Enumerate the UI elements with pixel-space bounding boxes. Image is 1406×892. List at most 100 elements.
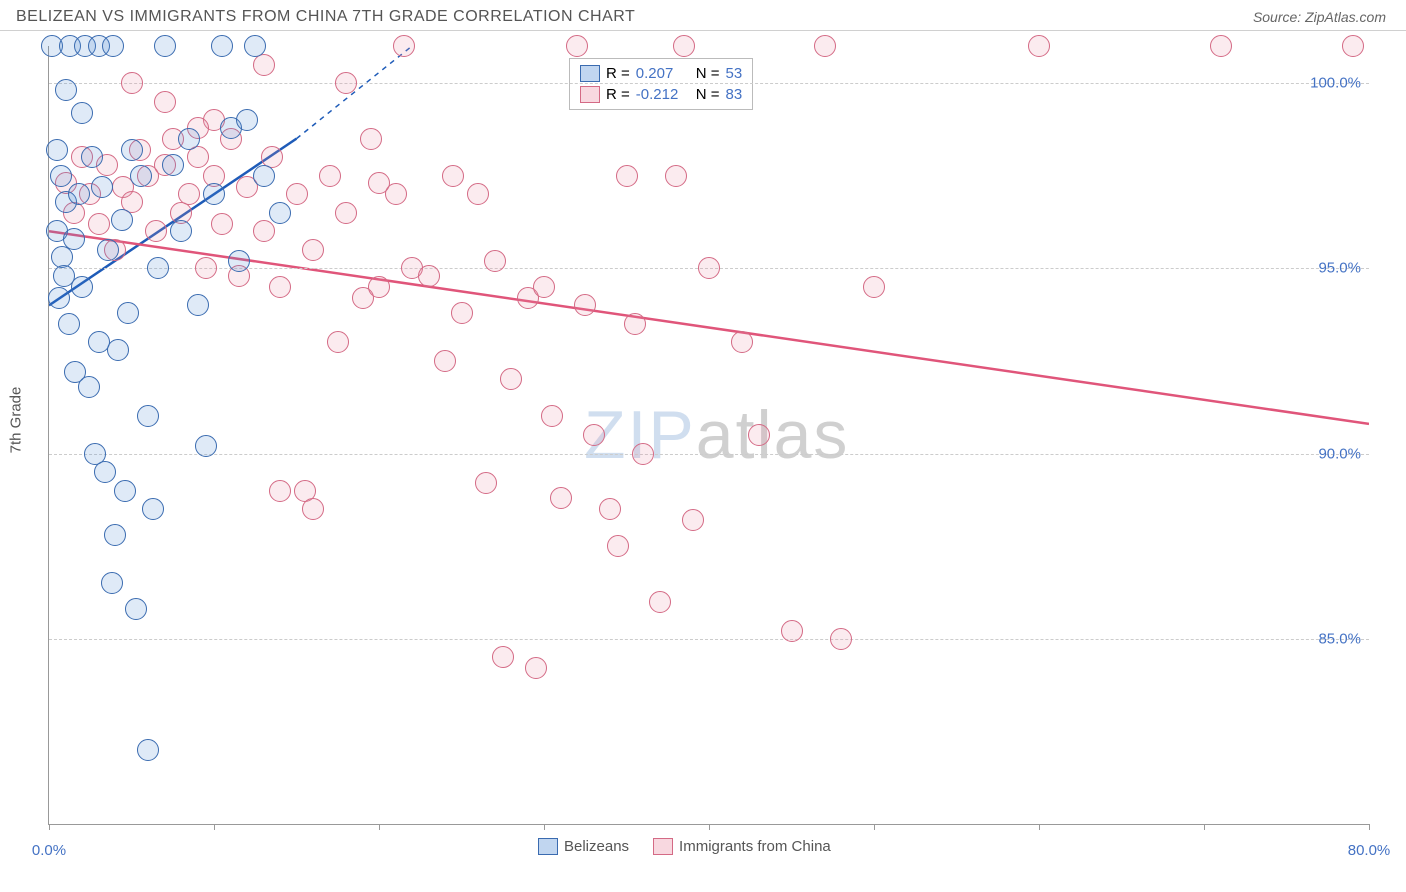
regression-lines: [49, 46, 1369, 824]
source-label: Source: ZipAtlas.com: [1253, 9, 1386, 25]
data-point: [467, 183, 489, 205]
data-point: [682, 509, 704, 531]
data-point: [475, 472, 497, 494]
r-label: R =: [606, 65, 630, 82]
legend-label-china: Immigrants from China: [679, 838, 831, 855]
r-label: R =: [606, 86, 630, 103]
data-point: [269, 276, 291, 298]
data-point: [211, 213, 233, 235]
scatter-plot: ZIPatlas R = 0.207 N = 53 R = -0.212 N =…: [48, 46, 1369, 825]
r-value-belizeans: 0.207: [636, 65, 690, 82]
data-point: [71, 276, 93, 298]
data-point: [71, 102, 93, 124]
x-tick-label: 0.0%: [32, 842, 66, 859]
data-point: [393, 35, 415, 57]
series-legend: Belizeans Immigrants from China: [538, 838, 831, 855]
data-point: [114, 480, 136, 502]
data-point: [48, 287, 70, 309]
data-point: [253, 220, 275, 242]
data-point: [368, 172, 390, 194]
data-point: [583, 424, 605, 446]
data-point: [649, 591, 671, 613]
data-point: [203, 183, 225, 205]
swatch-china-icon: [580, 86, 600, 103]
data-point: [137, 405, 159, 427]
data-point: [117, 302, 139, 324]
data-point: [130, 165, 152, 187]
data-point: [88, 213, 110, 235]
data-point: [360, 128, 382, 150]
r-value-china: -0.212: [636, 86, 690, 103]
data-point: [418, 265, 440, 287]
y-tick-label: 95.0%: [1318, 260, 1361, 277]
data-point: [442, 165, 464, 187]
data-point: [673, 35, 695, 57]
data-point: [50, 165, 72, 187]
data-point: [147, 257, 169, 279]
data-point: [253, 165, 275, 187]
data-point: [121, 72, 143, 94]
data-point: [170, 220, 192, 242]
legend-label-belizeans: Belizeans: [564, 838, 629, 855]
data-point: [1342, 35, 1364, 57]
data-point: [781, 620, 803, 642]
data-point: [125, 598, 147, 620]
n-label: N =: [696, 86, 720, 103]
data-point: [698, 257, 720, 279]
data-point: [107, 339, 129, 361]
data-point: [178, 183, 200, 205]
data-point: [94, 461, 116, 483]
data-point: [302, 239, 324, 261]
n-label: N =: [696, 65, 720, 82]
data-point: [319, 165, 341, 187]
data-point: [137, 739, 159, 761]
chart-title: BELIZEAN VS IMMIGRANTS FROM CHINA 7TH GR…: [16, 8, 635, 26]
data-point: [451, 302, 473, 324]
y-tick-label: 90.0%: [1318, 445, 1361, 462]
data-point: [195, 435, 217, 457]
data-point: [63, 228, 85, 250]
data-point: [748, 424, 770, 446]
data-point: [574, 294, 596, 316]
data-point: [104, 524, 126, 546]
data-point: [91, 176, 113, 198]
data-point: [731, 331, 753, 353]
data-point: [46, 139, 68, 161]
data-point: [68, 183, 90, 205]
data-point: [286, 183, 308, 205]
data-point: [541, 405, 563, 427]
data-point: [195, 257, 217, 279]
data-point: [624, 313, 646, 335]
data-point: [121, 139, 143, 161]
data-point: [335, 72, 357, 94]
data-point: [335, 202, 357, 224]
data-point: [1028, 35, 1050, 57]
data-point: [484, 250, 506, 272]
data-point: [101, 572, 123, 594]
data-point: [55, 79, 77, 101]
y-tick-label: 100.0%: [1310, 75, 1361, 92]
data-point: [302, 498, 324, 520]
data-point: [500, 368, 522, 390]
data-point: [58, 313, 80, 335]
data-point: [145, 220, 167, 242]
data-point: [178, 128, 200, 150]
data-point: [162, 154, 184, 176]
data-point: [863, 276, 885, 298]
data-point: [211, 35, 233, 57]
data-point: [88, 331, 110, 353]
data-point: [269, 480, 291, 502]
data-point: [492, 646, 514, 668]
data-point: [236, 109, 258, 131]
data-point: [187, 294, 209, 316]
data-point: [368, 276, 390, 298]
x-tick-label: 80.0%: [1348, 842, 1391, 859]
swatch-belizeans-icon: [580, 65, 600, 82]
data-point: [228, 250, 250, 272]
data-point: [533, 276, 555, 298]
data-point: [599, 498, 621, 520]
data-point: [102, 35, 124, 57]
data-point: [434, 350, 456, 372]
data-point: [550, 487, 572, 509]
data-point: [142, 498, 164, 520]
